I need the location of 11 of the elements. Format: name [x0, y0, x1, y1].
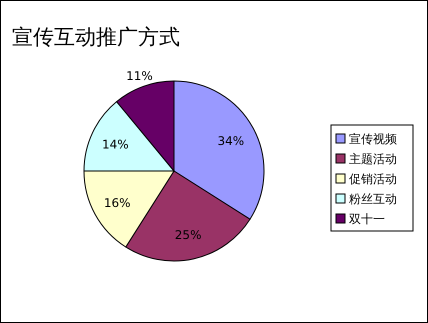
data-label: 11% — [126, 69, 153, 84]
legend-label: 双十一 — [349, 212, 385, 226]
chart-title: 宣传互动推广方式 — [12, 25, 180, 49]
legend-label: 粉丝互动 — [349, 192, 397, 206]
data-label: 16% — [104, 196, 131, 210]
legend-label: 促销活动 — [349, 172, 397, 186]
legend-label: 主题活动 — [349, 152, 397, 166]
data-label: 25% — [174, 228, 202, 242]
data-label: 14% — [102, 137, 129, 152]
data-label: 34% — [217, 134, 244, 148]
legend-label: 宣传视频 — [349, 132, 397, 146]
